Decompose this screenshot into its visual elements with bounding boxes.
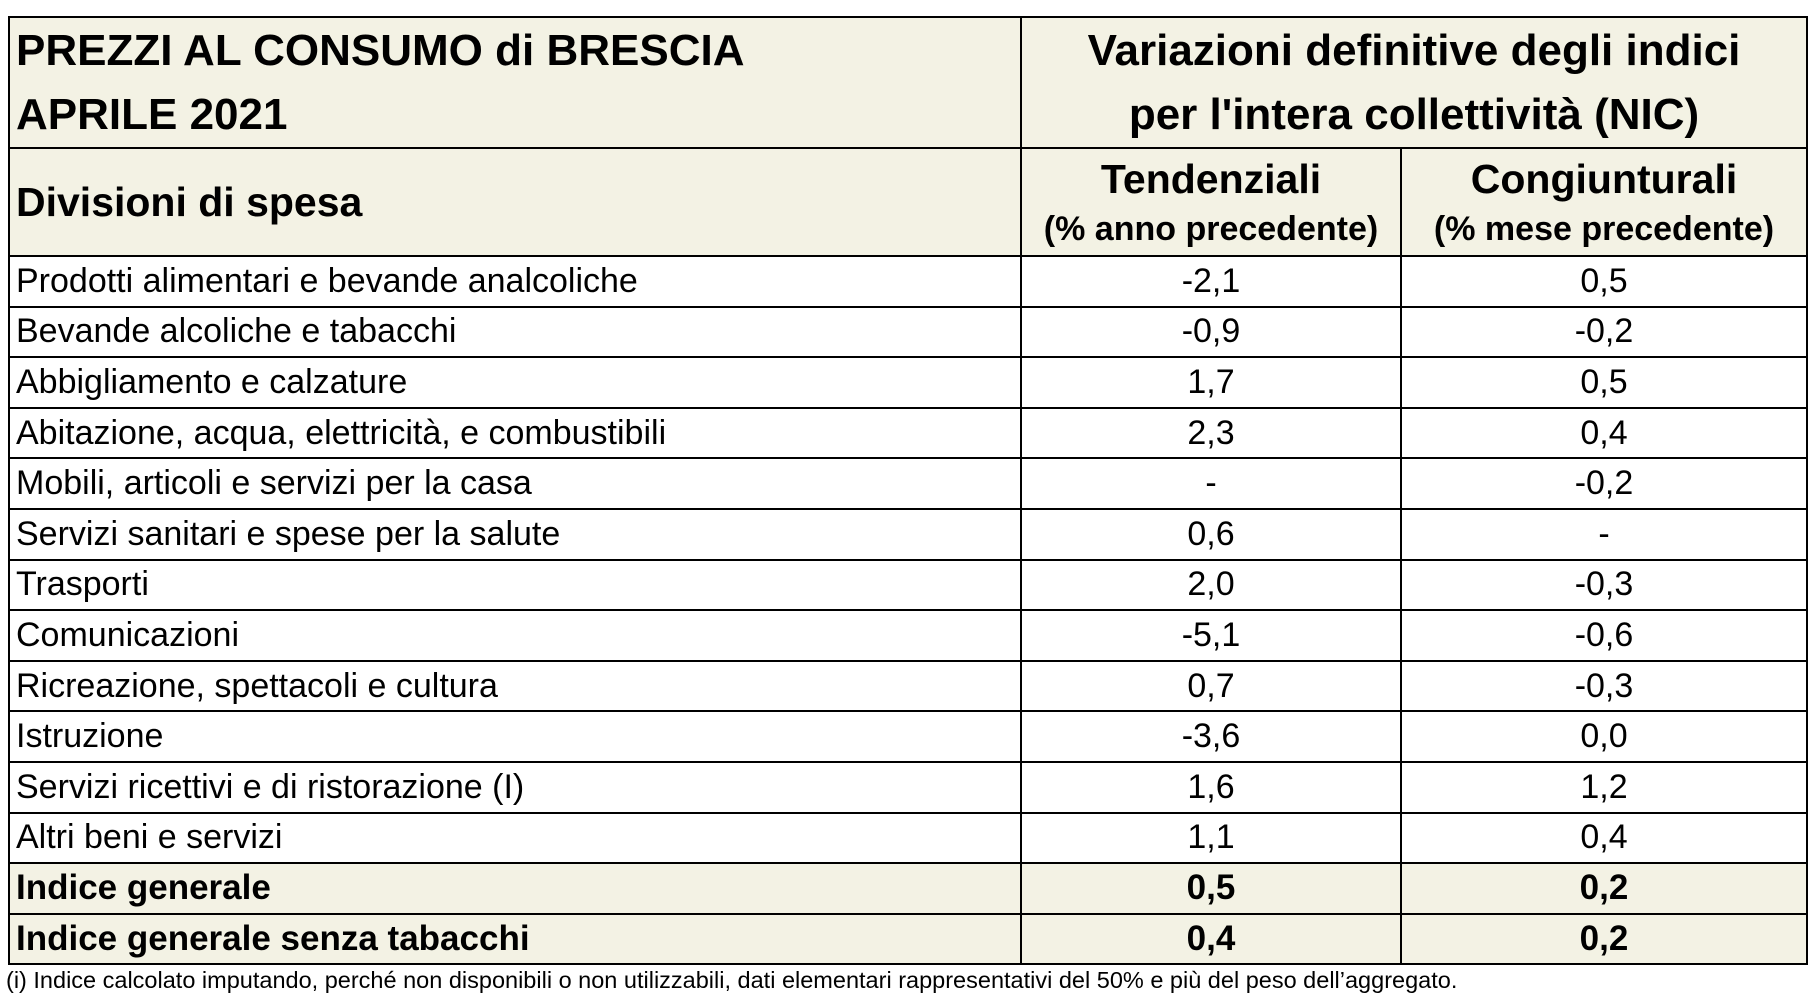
cpi-table: PREZZI AL CONSUMO di BRESCIA APRILE 2021… bbox=[8, 16, 1808, 966]
table-row: Ricreazione, spettacoli e cultura 0,7 -0… bbox=[8, 659, 1808, 713]
table-row: Bevande alcoliche e tabacchi -0,9 -0,2 bbox=[8, 305, 1808, 359]
row-congiunturale: -0,2 bbox=[1400, 305, 1808, 359]
total-congiunturale: 0,2 bbox=[1400, 862, 1808, 915]
footnote: (i) Indice calcolato imputando, perché n… bbox=[6, 967, 1458, 993]
table-row: Abitazione, acqua, elettricità, e combus… bbox=[8, 406, 1808, 460]
title-line-1: PREZZI AL CONSUMO di BRESCIA bbox=[16, 25, 745, 75]
row-congiunturale: -0,3 bbox=[1400, 558, 1808, 612]
title-row: PREZZI AL CONSUMO di BRESCIA APRILE 2021… bbox=[8, 16, 1808, 149]
row-congiunturale: 0,5 bbox=[1400, 356, 1808, 409]
row-name: Servizi sanitari e spese per la salute bbox=[8, 507, 1022, 561]
subtitle-line-2: per l'intera collettività (NIC) bbox=[1128, 89, 1700, 139]
row-tendenziale: -3,6 bbox=[1020, 710, 1402, 763]
row-name: Istruzione bbox=[8, 710, 1022, 763]
tendenziali-sublabel: (% anno precedente) bbox=[1043, 210, 1379, 248]
row-name: Bevande alcoliche e tabacchi bbox=[8, 305, 1022, 359]
total-row-indice-generale: Indice generale 0,5 0,2 bbox=[8, 862, 1808, 915]
row-tendenziale: 2,3 bbox=[1020, 406, 1402, 460]
tendenziali-label: Tendenziali bbox=[1100, 156, 1322, 202]
row-congiunturale: 0,0 bbox=[1400, 710, 1808, 763]
table-row: Istruzione -3,6 0,0 bbox=[8, 710, 1808, 763]
total-congiunturale: 0,2 bbox=[1400, 912, 1808, 966]
row-name: Abitazione, acqua, elettricità, e combus… bbox=[8, 406, 1022, 460]
row-tendenziale: 0,6 bbox=[1020, 507, 1402, 561]
row-congiunturale: 1,2 bbox=[1400, 760, 1808, 814]
row-name: Comunicazioni bbox=[8, 609, 1022, 662]
congiunturali-sublabel: (% mese precedente) bbox=[1433, 210, 1775, 248]
row-tendenziale: 1,6 bbox=[1020, 760, 1402, 814]
table-row: Prodotti alimentari e bevande analcolich… bbox=[8, 255, 1808, 308]
row-congiunturale: -0,6 bbox=[1400, 609, 1808, 662]
table-row: Altri beni e servizi 1,1 0,4 bbox=[8, 811, 1808, 865]
subtitle-line-1: Variazioni definitive degli indici bbox=[1087, 25, 1741, 75]
total-tendenziale: 0,4 bbox=[1020, 912, 1402, 966]
row-tendenziale: 1,1 bbox=[1020, 811, 1402, 865]
row-tendenziale: 2,0 bbox=[1020, 558, 1402, 612]
row-tendenziale: - bbox=[1020, 457, 1402, 510]
row-tendenziale: -2,1 bbox=[1020, 255, 1402, 308]
row-congiunturale: 0,4 bbox=[1400, 406, 1808, 460]
title-line-2: APRILE 2021 bbox=[16, 89, 288, 139]
row-congiunturale: 0,5 bbox=[1400, 255, 1808, 308]
row-tendenziale: -0,9 bbox=[1020, 305, 1402, 359]
row-congiunturale: -0,2 bbox=[1400, 457, 1808, 510]
row-name: Trasporti bbox=[8, 558, 1022, 612]
table-row: Mobili, articoli e servizi per la casa -… bbox=[8, 457, 1808, 510]
total-row-senza-tabacchi: Indice generale senza tabacchi 0,4 0,2 bbox=[8, 912, 1808, 966]
table-row: Comunicazioni -5,1 -0,6 bbox=[8, 609, 1808, 662]
table-subtitle: Variazioni definitive degli indici per l… bbox=[1020, 16, 1808, 149]
row-name: Altri beni e servizi bbox=[8, 811, 1022, 865]
total-name: Indice generale bbox=[8, 862, 1022, 915]
row-tendenziale: 1,7 bbox=[1020, 356, 1402, 409]
row-name: Mobili, articoli e servizi per la casa bbox=[8, 457, 1022, 510]
column-header-divisioni: Divisioni di spesa bbox=[8, 147, 1022, 257]
table-row: Abbigliamento e calzature 1,7 0,5 bbox=[8, 356, 1808, 409]
table-row: Trasporti 2,0 -0,3 bbox=[8, 558, 1808, 612]
table-row: Servizi ricettivi e di ristorazione (I) … bbox=[8, 760, 1808, 814]
total-name: Indice generale senza tabacchi bbox=[8, 912, 1022, 966]
column-header-tendenziali: Tendenziali (% anno precedente) bbox=[1020, 147, 1402, 257]
row-congiunturale: -0,3 bbox=[1400, 659, 1808, 713]
table-row: Servizi sanitari e spese per la salute 0… bbox=[8, 507, 1808, 561]
cpi-table-container: PREZZI AL CONSUMO di BRESCIA APRILE 2021… bbox=[8, 16, 1808, 966]
total-tendenziale: 0,5 bbox=[1020, 862, 1402, 915]
column-header-row: Divisioni di spesa Tendenziali (% anno p… bbox=[8, 147, 1808, 257]
column-header-congiunturali: Congiunturali (% mese precedente) bbox=[1400, 147, 1808, 257]
row-tendenziale: -5,1 bbox=[1020, 609, 1402, 662]
congiunturali-label: Congiunturali bbox=[1470, 156, 1738, 202]
row-congiunturale: 0,4 bbox=[1400, 811, 1808, 865]
row-name: Abbigliamento e calzature bbox=[8, 356, 1022, 409]
row-congiunturale: - bbox=[1400, 507, 1808, 561]
table-title: PREZZI AL CONSUMO di BRESCIA APRILE 2021 bbox=[8, 16, 1022, 149]
row-tendenziale: 0,7 bbox=[1020, 659, 1402, 713]
row-name: Prodotti alimentari e bevande analcolich… bbox=[8, 255, 1022, 308]
row-name: Servizi ricettivi e di ristorazione (I) bbox=[8, 760, 1022, 814]
row-name: Ricreazione, spettacoli e cultura bbox=[8, 659, 1022, 713]
